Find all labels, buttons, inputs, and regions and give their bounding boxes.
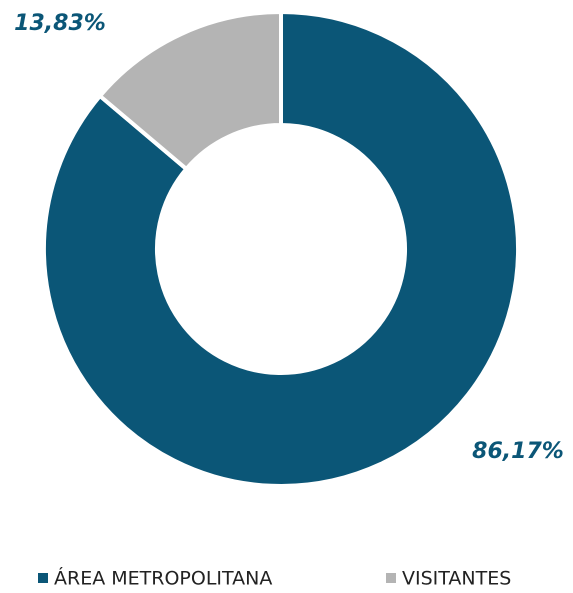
legend-label: ÁREA METROPOLITANA	[54, 567, 272, 590]
legend-label: VISITANTES	[402, 568, 511, 590]
legend-marker	[386, 573, 396, 583]
value-label: 86,17%	[472, 439, 564, 464]
value-label: 13,83%	[14, 11, 106, 36]
donut-segment	[97, 9, 283, 172]
legend-marker	[38, 573, 48, 583]
donut-segment	[42, 9, 520, 488]
